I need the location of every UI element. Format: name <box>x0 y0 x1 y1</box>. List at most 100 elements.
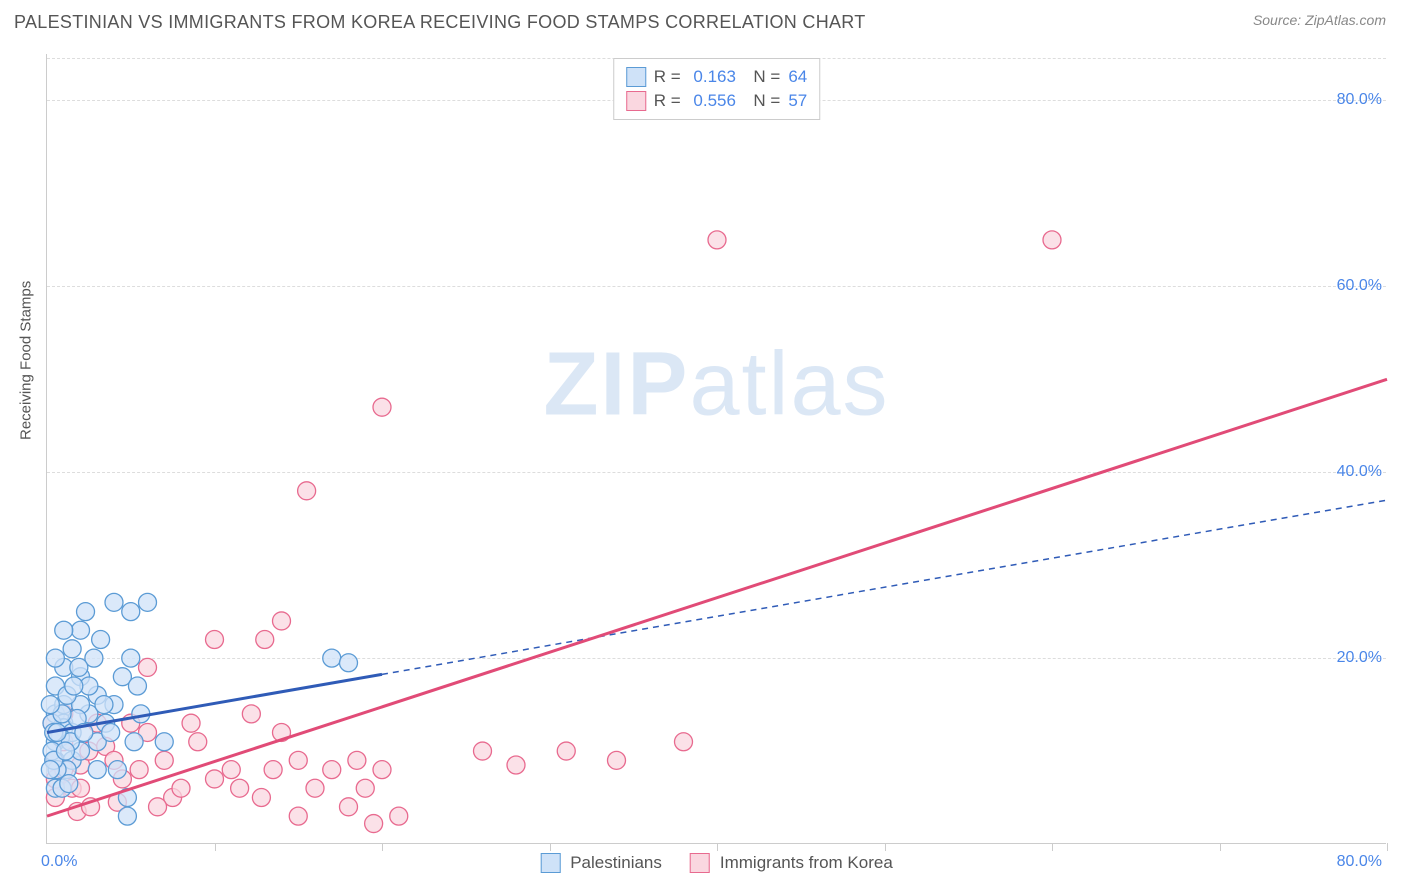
stat-n-label: N = <box>744 67 780 87</box>
data-point <box>65 677 83 695</box>
data-point <box>56 742 74 760</box>
stat-r-value-1: 0.556 <box>693 91 736 111</box>
x-tick <box>215 843 216 851</box>
data-point <box>289 807 307 825</box>
scatter-plot-svg <box>47 54 1386 843</box>
data-point <box>708 231 726 249</box>
data-point <box>92 631 110 649</box>
chart-plot-area: ZIPatlas R = 0.163 N = 64 R = 0.556 N = … <box>46 54 1386 844</box>
data-point <box>390 807 408 825</box>
x-axis-end-label: 80.0% <box>1337 853 1382 871</box>
x-tick <box>885 843 886 851</box>
data-point <box>365 815 383 833</box>
data-point <box>172 779 190 797</box>
data-point <box>88 761 106 779</box>
data-point <box>77 603 95 621</box>
data-point <box>373 761 391 779</box>
trend-line-extension <box>382 500 1387 674</box>
x-tick <box>1387 843 1388 851</box>
legend-swatch-korea-icon <box>690 853 710 873</box>
y-tick-label: 40.0% <box>1337 463 1388 481</box>
data-point <box>507 756 525 774</box>
data-point <box>149 798 167 816</box>
swatch-palestinians-icon <box>626 67 646 87</box>
legend-swatch-palestinians-icon <box>540 853 560 873</box>
trend-line <box>47 379 1387 816</box>
stats-legend: R = 0.163 N = 64 R = 0.556 N = 57 <box>613 58 821 120</box>
data-point <box>231 779 249 797</box>
series-legend: Palestinians Immigrants from Korea <box>540 853 893 873</box>
data-point <box>63 640 81 658</box>
data-point <box>128 677 146 695</box>
legend-label-1: Immigrants from Korea <box>720 853 893 873</box>
data-point <box>155 733 173 751</box>
data-point <box>60 775 78 793</box>
data-point <box>675 733 693 751</box>
data-point <box>41 696 59 714</box>
stat-n-label: N = <box>744 91 780 111</box>
data-point <box>557 742 575 760</box>
data-point <box>139 593 157 611</box>
data-point <box>41 761 59 779</box>
chart-title: PALESTINIAN VS IMMIGRANTS FROM KOREA REC… <box>14 12 866 33</box>
x-tick <box>550 843 551 851</box>
data-point <box>373 398 391 416</box>
data-point <box>356 779 374 797</box>
stat-n-value-1: 57 <box>788 91 807 111</box>
data-point <box>46 649 64 667</box>
data-point <box>55 621 73 639</box>
data-point <box>348 751 366 769</box>
data-point <box>242 705 260 723</box>
data-point <box>252 789 270 807</box>
data-point <box>139 658 157 676</box>
legend-label-0: Palestinians <box>570 853 662 873</box>
data-point <box>340 798 358 816</box>
data-point <box>102 723 120 741</box>
data-point <box>108 761 126 779</box>
source-attribution: Source: ZipAtlas.com <box>1253 12 1386 28</box>
data-point <box>130 761 148 779</box>
stat-r-value-0: 0.163 <box>693 67 736 87</box>
y-tick-label: 20.0% <box>1337 649 1388 667</box>
swatch-korea-icon <box>626 91 646 111</box>
data-point <box>323 761 341 779</box>
stats-row-palestinians: R = 0.163 N = 64 <box>626 65 808 89</box>
data-point <box>323 649 341 667</box>
stat-r-label: R = <box>654 91 686 111</box>
data-point <box>118 807 136 825</box>
x-tick <box>717 843 718 851</box>
data-point <box>306 779 324 797</box>
data-point <box>95 696 113 714</box>
data-point <box>125 733 143 751</box>
data-point <box>608 751 626 769</box>
x-axis-origin-label: 0.0% <box>41 853 77 871</box>
data-point <box>182 714 200 732</box>
data-point <box>122 649 140 667</box>
data-point <box>105 593 123 611</box>
x-tick <box>382 843 383 851</box>
stats-row-korea: R = 0.556 N = 57 <box>626 89 808 113</box>
data-point <box>289 751 307 769</box>
data-point <box>222 761 240 779</box>
x-tick <box>1052 843 1053 851</box>
data-point <box>474 742 492 760</box>
data-point <box>264 761 282 779</box>
data-point <box>72 621 90 639</box>
data-point <box>189 733 207 751</box>
data-point <box>206 770 224 788</box>
legend-item-korea: Immigrants from Korea <box>690 853 893 873</box>
legend-item-palestinians: Palestinians <box>540 853 662 873</box>
data-point <box>122 603 140 621</box>
stat-r-label: R = <box>654 67 686 87</box>
data-point <box>206 631 224 649</box>
data-point <box>155 751 173 769</box>
y-axis-title: Receiving Food Stamps <box>18 281 35 440</box>
data-point <box>298 482 316 500</box>
data-point <box>256 631 274 649</box>
y-tick-label: 80.0% <box>1337 91 1388 109</box>
data-point <box>1043 231 1061 249</box>
data-point <box>273 612 291 630</box>
data-point <box>340 654 358 672</box>
data-point <box>70 658 88 676</box>
y-tick-label: 60.0% <box>1337 277 1388 295</box>
